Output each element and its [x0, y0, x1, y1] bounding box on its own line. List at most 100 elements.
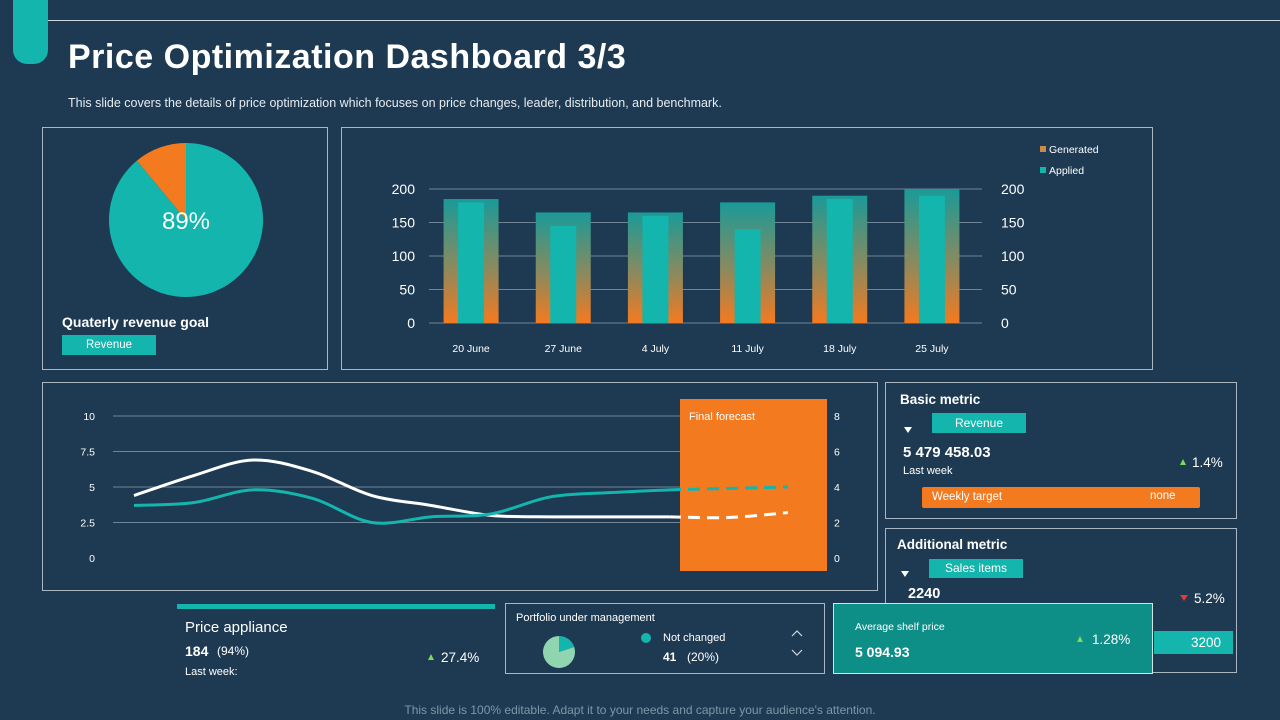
- page-subtitle: This slide covers the details of price o…: [68, 96, 722, 110]
- weekly-target-label: Weekly target: [932, 491, 1003, 503]
- legend-applied-label: Applied: [1049, 165, 1084, 177]
- bar-chart-panel: 200 200 150 150 100 100 50 50 0 0 20 June 27 June 4 …: [341, 127, 1153, 370]
- shelf-price-change-value: 1.28%: [1092, 632, 1131, 647]
- portfolio-pie-slices: [543, 636, 575, 668]
- line-forecast-teal: [669, 485, 789, 492]
- bar-ytick-left: 100: [392, 248, 416, 264]
- bar-category-label: 18 July: [823, 343, 857, 355]
- weekly-target-bar: Weekly target none: [922, 487, 1200, 508]
- basic-metric-dropdown-caret[interactable]: [904, 420, 912, 438]
- bar-category-label: 20 June: [452, 343, 490, 355]
- additional-metric-title: Additional metric: [897, 537, 1008, 552]
- basic-metric-value: 5 479 458.03: [903, 444, 991, 461]
- portfolio-percent: (20%): [687, 650, 720, 664]
- additional-metric-dropdown[interactable]: Sales items: [929, 559, 1023, 578]
- bar-category-label: 27 June: [545, 343, 583, 355]
- bar-chart: 200 200 150 150 100 100 50 50 0 0 20 June 27 June 4 …: [392, 144, 1099, 355]
- price-appliance-change-value: 27.4%: [441, 650, 480, 665]
- final-forecast-label: Final forecast: [689, 411, 755, 423]
- revenue-goal-label: Quaterly revenue goal: [62, 314, 210, 330]
- chevron-down-icon[interactable]: [901, 571, 909, 577]
- basic-metric-dropdown[interactable]: Revenue: [932, 413, 1026, 433]
- bar-applied: [918, 195, 945, 323]
- chevron-up-icon[interactable]: [791, 630, 803, 637]
- portfolio-pie: [543, 636, 575, 668]
- line-ytick-right: 0: [834, 553, 840, 565]
- bar-marks: [443, 189, 960, 323]
- price-appliance-sublabel: Last week:: [185, 666, 238, 678]
- bar-ytick-left: 50: [399, 282, 415, 298]
- additional-metric-bar-value: 3200: [1190, 635, 1221, 650]
- line-ytick-right: 4: [834, 482, 840, 494]
- line-ytick-left: 2.5: [80, 518, 95, 530]
- portfolio-scroll-arrows[interactable]: [790, 628, 804, 658]
- basic-metric-sublabel: Last week: [903, 465, 953, 477]
- price-appliance-accent: [177, 604, 495, 609]
- legend-generated-swatch: [1040, 146, 1046, 152]
- bar-applied: [826, 199, 853, 323]
- additional-metric-panel: Additional metric Sales items 2240 5.2% …: [885, 528, 1237, 673]
- line-ytick-right: 8: [834, 411, 840, 423]
- bar-category-label: 11 July: [731, 343, 764, 355]
- legend-generated-label: Generated: [1049, 144, 1099, 156]
- chevron-down-icon[interactable]: [791, 649, 803, 656]
- up-arrow-icon: [1180, 459, 1186, 465]
- bar-ytick-left: 0: [407, 315, 415, 331]
- bar-category-label: 25 July: [915, 343, 949, 355]
- page-title: Price Optimization Dashboard 3/3: [68, 38, 627, 76]
- portfolio-slice-not-changed: [559, 636, 575, 652]
- revenue-button[interactable]: Revenue: [62, 335, 156, 355]
- chevron-down-icon[interactable]: [904, 427, 912, 433]
- down-arrow-icon: [1180, 595, 1188, 601]
- bar-applied: [642, 215, 669, 323]
- line-ytick-left: 10: [83, 411, 95, 423]
- bar-ytick-right: 150: [1001, 215, 1025, 231]
- bar-ytick-right: 100: [1001, 248, 1025, 264]
- portfolio-slice-other: [543, 636, 575, 668]
- line-ytick-left: 7.5: [80, 447, 95, 459]
- bar-ytick-right: 50: [1001, 282, 1017, 298]
- basic-metric-change-value: 1.4%: [1192, 455, 1223, 470]
- bar-ytick-right: 0: [1001, 315, 1009, 331]
- bar-applied: [550, 225, 577, 323]
- line-chart: 10 8 7.5 6 5 4 2.5 2 0 0 Final forecast: [80, 399, 840, 571]
- portfolio-value: 41: [663, 650, 677, 664]
- bar-ytick-left: 150: [392, 215, 416, 231]
- additional-metric-change: 5.2%: [1180, 591, 1225, 606]
- price-appliance-change: 27.4%: [428, 650, 479, 665]
- price-appliance-value: 184: [185, 643, 209, 659]
- bar-grid: [429, 188, 982, 324]
- additional-metric-dropdown-caret[interactable]: [901, 564, 909, 582]
- revenue-goal-pie: 89%: [108, 143, 263, 297]
- line-series-teal: [133, 488, 670, 525]
- line-ytick-right: 6: [834, 447, 840, 459]
- additional-metric-value: 2240: [908, 586, 941, 602]
- bar-ytick-left: 200: [392, 181, 416, 197]
- portfolio-panel: Portfolio under management Not changed 4…: [505, 603, 825, 674]
- line-forecast-white: [669, 511, 789, 520]
- additional-metric-bar: 3200: [1154, 631, 1233, 654]
- header-divider: [48, 20, 1280, 21]
- revenue-goal-panel: 89% Quaterly revenue goal Revenue: [42, 127, 328, 370]
- additional-metric-change-value: 5.2%: [1194, 591, 1225, 606]
- line-chart-panel: 10 8 7.5 6 5 4 2.5 2 0 0 Final forecast: [42, 382, 878, 591]
- final-forecast-box: [680, 399, 827, 571]
- line-series-white: [133, 458, 670, 519]
- portfolio-legend-label: Not changed: [663, 632, 726, 644]
- basic-metric-title: Basic metric: [900, 392, 981, 407]
- bar-applied: [734, 229, 761, 323]
- bar-ytick-right: 200: [1001, 181, 1025, 197]
- line-ytick-left: 0: [89, 553, 95, 565]
- shelf-price-title: Average shelf price: [855, 621, 945, 633]
- weekly-target-value: none: [1150, 490, 1176, 502]
- basic-metric-panel: Basic metric Revenue 5 479 458.03 Last w…: [885, 382, 1237, 519]
- footer-note: This slide is 100% editable. Adapt it to…: [404, 703, 876, 717]
- pie-slices: [108, 143, 263, 297]
- price-appliance-percent: (94%): [217, 644, 250, 658]
- basic-metric-change: 1.4%: [1180, 455, 1223, 470]
- shelf-price-panel: Average shelf price 5 094.93 1.28%: [833, 603, 1153, 674]
- up-arrow-icon: [428, 654, 434, 660]
- header-accent-tab: [13, 0, 48, 64]
- shelf-price-value: 5 094.93: [855, 644, 910, 660]
- bar-labels: 200 200 150 150 100 100 50 50 0 0 20 June 27 June 4 …: [392, 181, 1025, 355]
